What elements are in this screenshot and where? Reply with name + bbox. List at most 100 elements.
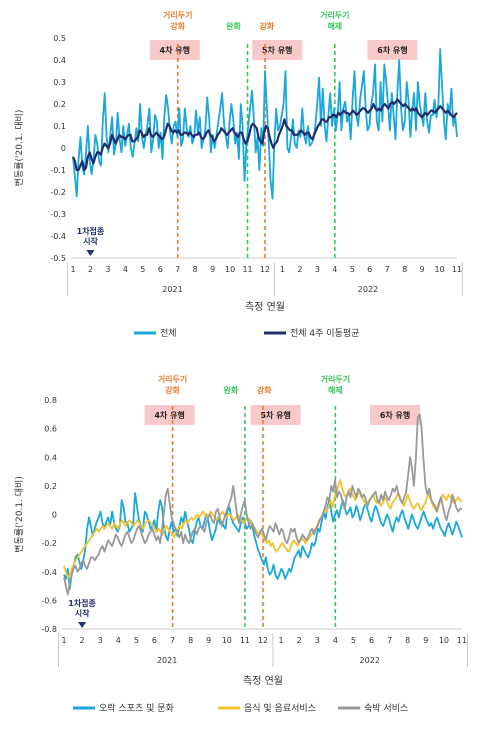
series-line-1 — [63, 492, 463, 590]
legend-label-2: 전체 4주 이동평균 — [290, 328, 359, 339]
legend-label-3: 숙박 서비스 — [364, 703, 408, 714]
distancing-up-label: 강화 — [165, 385, 180, 395]
x-tick-label: 6 — [367, 265, 372, 274]
y-tick-label: 0.6 — [44, 425, 57, 434]
x-tick-label: 6 — [158, 265, 163, 274]
x-tick-label: 4 — [333, 636, 338, 645]
wave6-badge: 6차 유행 — [377, 45, 407, 55]
x-tick-label: 1 — [61, 636, 66, 645]
y-tick-label: 0.4 — [44, 453, 57, 462]
year-label: 2021 — [157, 656, 177, 665]
x-tick-label: 2 — [80, 636, 85, 645]
x-tick-label: 6 — [152, 636, 157, 645]
x-tick-label: 7 — [170, 636, 175, 645]
x-tick-label: 11 — [240, 636, 250, 645]
x-tick-label: 5 — [351, 636, 356, 645]
y-tick-label: -0.2 — [41, 539, 57, 548]
series-line-3 — [63, 413, 462, 596]
wave4-badge: 4차 유행 — [160, 45, 190, 55]
y-tick-label: -0.4 — [41, 568, 57, 577]
strengthen-label: 강화 — [257, 385, 272, 395]
x-tick-label: 11 — [452, 265, 462, 274]
x-tick-label: 5 — [350, 265, 355, 274]
y-tick-label: 0.3 — [53, 78, 66, 87]
x-tick-label: 8 — [405, 636, 410, 645]
wave4-badge-bg — [149, 40, 200, 60]
y-tick-label: -0.1 — [50, 166, 66, 175]
series-line-1 — [72, 48, 458, 200]
x-tick-label: 8 — [188, 636, 193, 645]
x-tick-label: 12 — [258, 636, 268, 645]
x-tick-label: 2 — [297, 265, 302, 274]
x-tick-label: 7 — [175, 265, 180, 274]
vaccine-label: 시작 — [75, 608, 90, 618]
x-axis-label: 측정 연월 — [245, 301, 285, 313]
y-tick-label: 0 — [61, 144, 66, 153]
y-tick-label: 0.2 — [53, 100, 66, 109]
x-tick-label: 9 — [206, 636, 211, 645]
y-tick-label: -0.3 — [50, 210, 66, 219]
series-line-2 — [71, 98, 458, 172]
wave5-badge: 5차 유행 — [260, 410, 290, 420]
x-tick-label: 11 — [457, 636, 467, 645]
wave6-badge: 6차 유행 — [380, 410, 410, 420]
distancing-up-label: 거리두기 — [158, 374, 187, 384]
x-tick-label: 8 — [193, 265, 198, 274]
x-tick-label: 7 — [385, 265, 390, 274]
x-tick-label: 3 — [315, 265, 320, 274]
ease-label: 완화 — [224, 385, 239, 395]
y-tick-label: 0.4 — [53, 56, 66, 65]
distancing-off-label: 거리두기 — [320, 10, 349, 20]
ease-label: 완화 — [226, 21, 241, 31]
x-tick-label: 10 — [439, 636, 449, 645]
x-tick-label: 5 — [140, 265, 145, 274]
wave4-badge: 4차 유행 — [154, 410, 184, 420]
x-tick-label: 5 — [134, 636, 139, 645]
year-label: 2021 — [162, 285, 182, 294]
chart-by-category: -0.8 -0.6 -0.4 -0.2 0 0.2 0.4 0.6 0.8 변동률('20.1. … — [14, 374, 468, 714]
vaccine-label: 1차접종 — [77, 226, 105, 236]
x-tick-label: 11 — [242, 265, 252, 274]
x-tick-label: 9 — [423, 636, 428, 645]
year-label: 2022 — [358, 285, 378, 294]
x-tick-label: 6 — [369, 636, 374, 645]
wave6-badge-bg — [367, 40, 418, 60]
y-tick-label: 0.8 — [44, 396, 57, 405]
x-tick-label: 4 — [116, 636, 121, 645]
x-tick-label: 2 — [297, 636, 302, 645]
distancing-off-label: 해제 — [328, 385, 343, 395]
x-tick-label: 10 — [434, 265, 444, 274]
vaccine-label: 시작 — [83, 236, 98, 246]
y-axis-label: 변동률('20.1. 대비) — [14, 110, 25, 187]
vaccine-label: 1차접종 — [68, 598, 96, 608]
x-tick-label: 8 — [402, 265, 407, 274]
x-tick-label: 4 — [332, 265, 337, 274]
legend-label-1: 전체 — [160, 328, 177, 339]
distancing-off-label: 해제 — [327, 21, 342, 31]
legend-label-2: 음식 및 음료서비스 — [244, 702, 316, 714]
distancing-up-label: 거리두기 — [163, 10, 192, 20]
y-tick-label: 0.2 — [44, 482, 57, 491]
y-tick-label: -0.8 — [41, 625, 57, 634]
x-tick-label: 9 — [210, 265, 215, 274]
x-tick-label: 10 — [222, 636, 232, 645]
x-tick-label: 1 — [70, 265, 75, 274]
y-tick-label: -0.5 — [50, 254, 66, 263]
vaccine-arrow-icon — [86, 250, 95, 256]
x-tick-label: 12 — [260, 265, 270, 274]
wave6-badge-bg — [370, 405, 421, 425]
wave4-badge-bg — [144, 405, 195, 425]
y-tick-label: -0.2 — [50, 188, 66, 197]
y-tick-label: 0.5 — [53, 34, 66, 43]
series-line-2 — [63, 479, 463, 579]
x-tick-label: 3 — [315, 636, 320, 645]
x-tick-label: 1 — [280, 265, 285, 274]
x-tick-label: 7 — [387, 636, 392, 645]
y-axis-label: 변동률('20.1. 대비) — [14, 476, 25, 553]
y-tick-label: -0.6 — [41, 596, 57, 605]
x-tick-label: 1 — [279, 636, 284, 645]
year-label: 2022 — [360, 656, 380, 665]
y-tick-label: -0.4 — [50, 232, 66, 241]
vaccine-arrow-icon — [78, 622, 87, 628]
